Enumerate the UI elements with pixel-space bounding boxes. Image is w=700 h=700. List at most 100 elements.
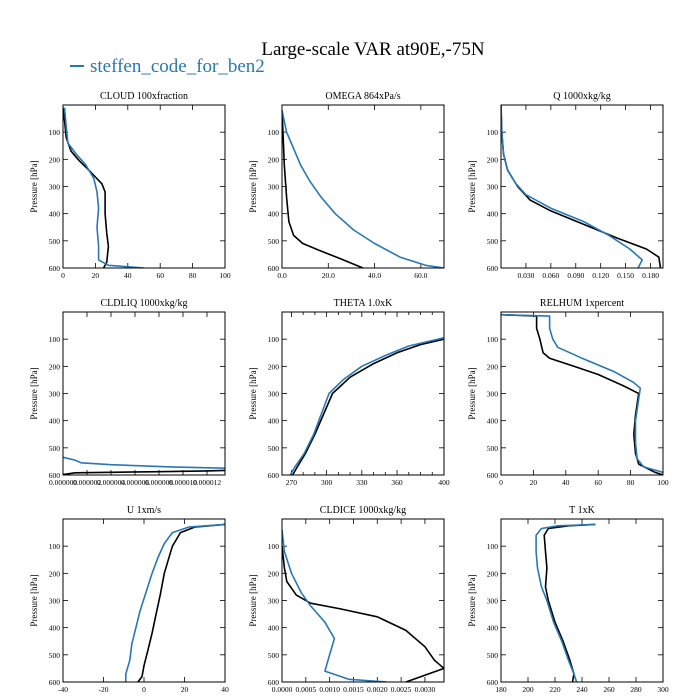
- x-tick-label: 0.0015: [343, 685, 364, 694]
- x-tick-label: 0.0030: [415, 685, 436, 694]
- x-tick-label: 80: [627, 478, 635, 487]
- y-tick-label: 200: [487, 362, 499, 371]
- y-tick-label: 200: [49, 362, 61, 371]
- y-tick-label: 200: [487, 155, 499, 164]
- x-tick-label: -40: [58, 685, 68, 694]
- y-tick-label: 500: [268, 237, 280, 246]
- series-group: [501, 105, 662, 268]
- y-tick-label: 400: [268, 624, 280, 633]
- x-tick-label: 0.090: [567, 271, 584, 280]
- plot-frame: [281, 104, 445, 269]
- y-tick-label: 200: [268, 362, 280, 371]
- y-tick-label: 200: [49, 155, 61, 164]
- x-tick-label: 80: [189, 271, 197, 280]
- x-tick-label: 0: [499, 478, 503, 487]
- x-tick-label: 200: [522, 685, 534, 694]
- x-tick-label: 100: [657, 478, 669, 487]
- y-tick-label: 500: [268, 651, 280, 660]
- x-tick-label: 0.180: [642, 271, 659, 280]
- y-tick-label: 300: [268, 183, 280, 192]
- panel-title: CLDICE 1000xkg/kg: [320, 505, 406, 516]
- series-group: [282, 529, 444, 682]
- series-line-blue: [501, 105, 644, 268]
- y-tick-label: 100: [268, 128, 280, 137]
- panel-title: Q 1000xkg/kg: [553, 91, 611, 102]
- y-axis-label: Pressure [hPa]: [248, 160, 258, 212]
- y-tick-label: 500: [49, 237, 61, 246]
- x-tick-label: 60: [594, 478, 602, 487]
- x-tick-label: 260: [603, 685, 615, 694]
- x-tick-label: 0: [142, 685, 146, 694]
- chart-panel: OMEGA 864xPa/s Pressure [hPa] 0.0 20.0 40.0 6…: [248, 91, 445, 280]
- y-tick-label: 300: [487, 183, 499, 192]
- y-axis-label: Pressure [hPa]: [248, 574, 258, 626]
- y-tick-label: 500: [487, 651, 499, 660]
- x-tick-label: 0.000002: [73, 478, 101, 487]
- x-tick-label: 0.120: [592, 271, 609, 280]
- y-tick-label: 600: [268, 471, 280, 480]
- x-tick-label: 0.0000: [272, 685, 293, 694]
- x-tick-label: 220: [549, 685, 561, 694]
- y-tick-label: 200: [268, 569, 280, 578]
- chart-panel: Q 1000xkg/kg Pressure [hPa] 0.030 0.060 0.09…: [467, 91, 664, 280]
- chart-panel: RELHUM 1xpercent Pressure [hPa] 0 20 40 60 80 1…: [467, 298, 669, 487]
- y-tick-label: 100: [268, 335, 280, 344]
- x-tick-label: 360: [391, 478, 403, 487]
- x-tick-label: 0.150: [617, 271, 634, 280]
- series-group: [125, 523, 225, 682]
- plot-frame: [500, 104, 664, 269]
- y-tick-label: 300: [487, 390, 499, 399]
- panel-title: U 1xm/s: [127, 505, 161, 516]
- y-tick-label: 400: [49, 624, 61, 633]
- series-line-black: [282, 110, 364, 268]
- y-tick-label: 200: [49, 569, 61, 578]
- y-tick-label: 300: [49, 390, 61, 399]
- panel-title: T 1xK: [569, 505, 595, 516]
- x-tick-label: 0.000008: [145, 478, 173, 487]
- y-tick-label: 500: [487, 237, 499, 246]
- x-tick-label: 20: [92, 271, 100, 280]
- legend-label: steffen_code_for_ben2: [90, 56, 265, 77]
- x-tick-label: 0.000006: [121, 478, 149, 487]
- y-tick-label: 500: [268, 444, 280, 453]
- series-line-blue: [63, 456, 225, 469]
- x-tick-label: 40: [221, 685, 229, 694]
- series-line-black: [543, 523, 596, 682]
- y-tick-label: 200: [268, 155, 280, 164]
- series-line-black: [291, 338, 444, 475]
- y-tick-label: 400: [487, 417, 499, 426]
- y-tick-label: 400: [268, 417, 280, 426]
- plot-frame: [62, 104, 226, 269]
- series-line-blue: [289, 337, 444, 475]
- chart-panel: CLOUD 100xfraction Pressure [hPa] 0 20 40 60 8…: [29, 91, 231, 280]
- y-tick-label: 100: [49, 335, 61, 344]
- x-tick-label: 20.0: [322, 271, 335, 280]
- x-tick-label: 0.060: [542, 271, 559, 280]
- series-line-black: [63, 469, 225, 475]
- x-tick-label: 0.000004: [97, 478, 125, 487]
- panels: CLOUD 100xfraction Pressure [hPa] 0 20 40 60 8…: [29, 91, 669, 694]
- x-tick-label: 180: [495, 685, 507, 694]
- series-group: [289, 337, 444, 475]
- x-tick-label: -20: [99, 685, 109, 694]
- y-tick-label: 200: [487, 569, 499, 578]
- y-tick-label: 100: [487, 128, 499, 137]
- x-tick-label: 60: [156, 271, 164, 280]
- x-tick-label: 40.0: [368, 271, 381, 280]
- series-line-blue: [282, 529, 387, 682]
- series-group: [282, 110, 444, 268]
- x-tick-label: 0.0005: [296, 685, 317, 694]
- y-tick-label: 100: [487, 335, 499, 344]
- series-group: [501, 313, 663, 475]
- y-tick-label: 600: [487, 678, 499, 687]
- series-group: [63, 107, 145, 268]
- chart-panel: U 1xm/s Pressure [hPa] -40 -20 0 20 40 100 200 30…: [29, 505, 229, 694]
- y-tick-label: 300: [49, 183, 61, 192]
- y-tick-label: 600: [487, 471, 499, 480]
- y-tick-label: 600: [49, 471, 61, 480]
- y-axis-label: Pressure [hPa]: [29, 367, 39, 419]
- series-line-black: [63, 107, 110, 268]
- series-line-blue: [535, 523, 596, 682]
